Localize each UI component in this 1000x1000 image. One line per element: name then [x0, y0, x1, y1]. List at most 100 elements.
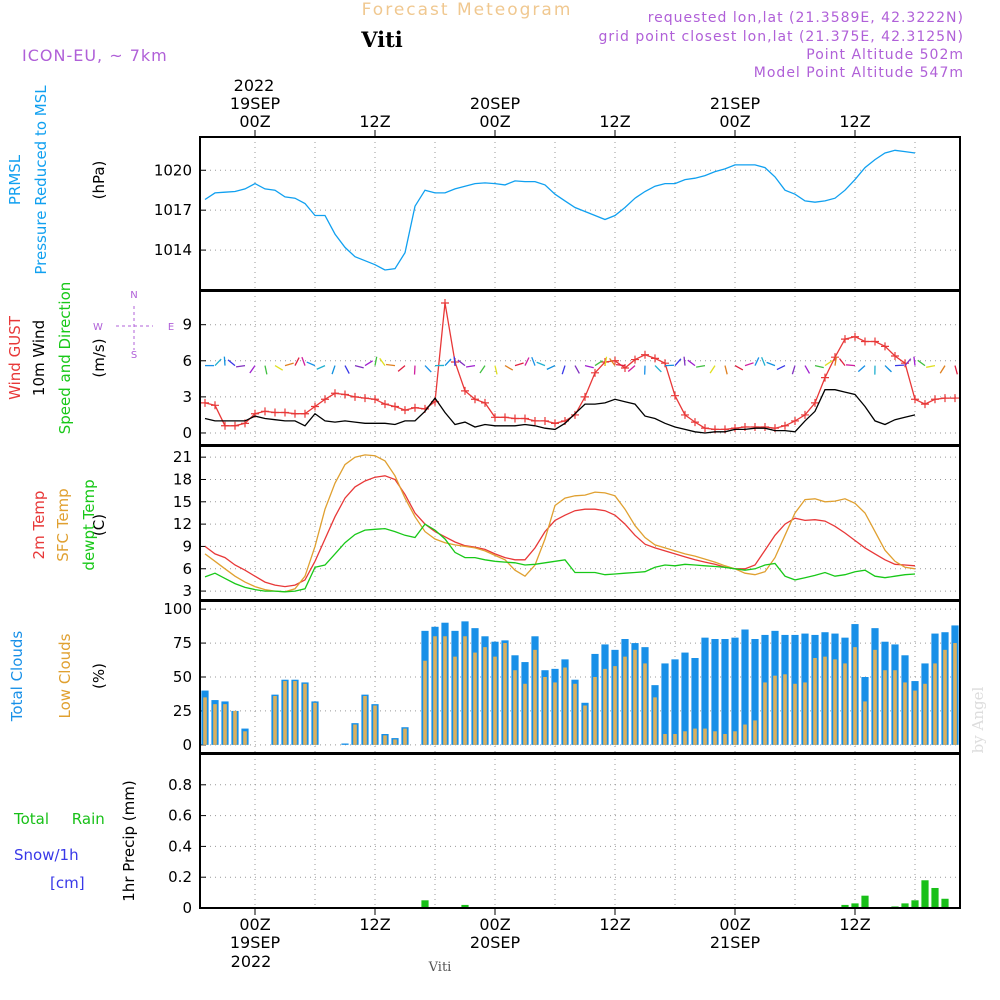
low-clouds-bar [883, 670, 887, 745]
gust-point-marker [571, 410, 579, 419]
y-tick-label: 9 [182, 537, 192, 555]
gust-point-marker [491, 413, 499, 422]
gust-point-marker [691, 418, 699, 427]
x-tick-label-top: 00Z [479, 112, 510, 131]
total-clouds-bar [731, 637, 739, 745]
x-tick-label-bottom: 00Z [479, 915, 510, 934]
wind-direction-arrow [479, 365, 486, 374]
series-label: Total Clouds [8, 631, 26, 723]
low-clouds-bar [933, 663, 937, 745]
low-clouds-bar [803, 682, 807, 745]
compass-rose: N E S W [93, 290, 174, 361]
wind-direction-arrow [604, 356, 608, 366]
gust-point-marker [201, 398, 209, 407]
wind-direction-arrow [466, 364, 476, 368]
low-clouds-bar [573, 683, 577, 745]
low-clouds-bar [373, 705, 377, 745]
total-clouds-bar [691, 658, 699, 745]
wind-direction-arrow [294, 357, 300, 366]
low-clouds-bar [603, 668, 607, 745]
y-tick-label: 21 [173, 448, 192, 466]
low-clouds-bar [283, 681, 287, 745]
gust-point-marker [891, 351, 899, 360]
wind-direction-arrow [301, 356, 306, 366]
low-clouds-bar [313, 702, 317, 745]
wind-direction-arrow [546, 365, 556, 370]
wind-direction-arrow [344, 365, 350, 374]
y-tick-label: 3 [182, 388, 192, 406]
y-axis-label: (hPa) [90, 161, 108, 200]
gust-point-marker [731, 424, 739, 433]
gust-point-marker [681, 410, 689, 419]
gust-point-marker [271, 408, 279, 417]
gust-point-marker [461, 386, 469, 395]
gust-point-marker [921, 400, 929, 409]
gust-point-marker [751, 422, 759, 431]
wind-direction-arrow [709, 365, 716, 374]
series-label: Pressure Reduced to MSL [32, 85, 50, 275]
wind-direction-arrow [857, 365, 866, 373]
wind-direction-arrow [654, 365, 662, 373]
gust-point-marker [941, 394, 949, 403]
low-clouds-bar [683, 731, 687, 745]
wind-direction-arrow [379, 357, 386, 366]
total-clouds-bar [341, 743, 349, 745]
low-clouds-bar [753, 720, 757, 745]
wind-direction-arrow [761, 357, 766, 366]
wind-direction-arrow [594, 360, 603, 367]
low-clouds-bar [843, 663, 847, 745]
low-clouds-bar [633, 649, 637, 745]
wind-direction-arrow [274, 365, 284, 371]
y-tick-label: 0.2 [168, 868, 192, 886]
wind-direction-arrow [453, 356, 456, 366]
rain-bar [941, 898, 949, 908]
x-tick-label-bottom: 00Z [239, 915, 270, 934]
gust-point-marker [871, 337, 879, 346]
x-tick-label-bottom: 12Z [599, 915, 630, 934]
series-label: SFC Temp [54, 488, 72, 561]
low-clouds-bar [623, 656, 627, 745]
low-clouds-bar [533, 649, 537, 745]
gust-point-marker [291, 409, 299, 418]
gust-point-marker [791, 416, 799, 425]
low-clouds-bar [473, 652, 477, 745]
total-clouds-bar [751, 639, 759, 745]
rain-bar [861, 895, 869, 908]
x-date-label-bottom: 19SEP [230, 933, 281, 952]
wind-direction-arrow [536, 361, 546, 367]
gust-point-marker [371, 395, 379, 404]
gridpoint-coords: grid point closest lon,lat (21.375E, 42.… [598, 29, 964, 45]
wind-direction-arrow [954, 365, 958, 375]
wind-direction-arrow [683, 356, 686, 366]
wind-direction-arrow [214, 358, 222, 367]
series-line-2m-temp [204, 475, 916, 588]
gust-point-marker [781, 421, 789, 430]
y-tick-label: 1014 [154, 241, 192, 259]
y-tick-label: 100 [163, 600, 192, 618]
x-date-label-top: 19SEP [230, 94, 281, 113]
x-tick-label-bottom: 12Z [359, 915, 390, 934]
gust-point-marker [301, 409, 309, 418]
y-tick-label: 50 [173, 668, 192, 686]
wind-direction-arrow [504, 365, 514, 371]
rain-bar [921, 880, 929, 908]
wind-direction-arrow [913, 356, 916, 366]
rain-bar [421, 900, 429, 908]
low-clouds-bar [703, 728, 707, 745]
panel-frame [199, 290, 961, 446]
total-clouds-bar [671, 659, 679, 745]
gust-point-marker [651, 354, 659, 363]
y-tick-label: 18 [173, 470, 192, 488]
series-line-10m-wind [204, 389, 916, 434]
total-clouds-bar [721, 639, 729, 745]
gust-point-marker [521, 414, 529, 423]
compass-cross [116, 306, 153, 350]
low-clouds-bar [813, 658, 817, 745]
wind-direction-arrow [674, 358, 682, 367]
wind-direction-arrow [791, 365, 796, 375]
x-date-label-bottom: 21SEP [710, 933, 761, 952]
panel-wind: 0 3 6 9 (m/s) Wind GUST 10m Wind Speed and Dire… [6, 282, 961, 446]
series-line-wind-gust [204, 302, 955, 431]
y-tick-label: 75 [173, 634, 192, 652]
wind-direction-arrow [306, 361, 316, 367]
